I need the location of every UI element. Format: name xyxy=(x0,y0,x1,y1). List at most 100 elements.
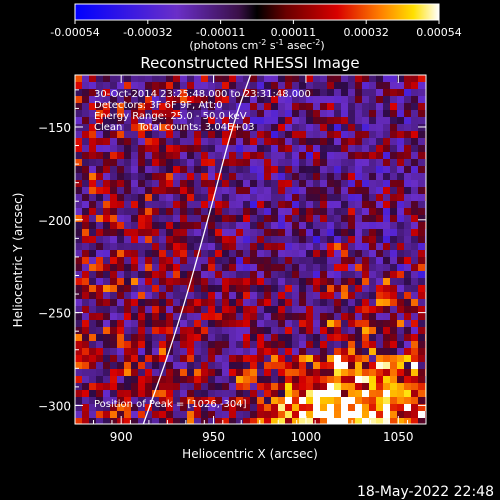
heatmap-cell xyxy=(320,103,327,110)
x-tick-label: 900 xyxy=(110,430,133,444)
heatmap-cell xyxy=(159,243,166,250)
heatmap-cell xyxy=(145,103,152,110)
heatmap-cell xyxy=(362,166,369,173)
heatmap-cell xyxy=(362,369,369,376)
heatmap-cell xyxy=(292,341,299,348)
heatmap-cell xyxy=(152,124,159,131)
heatmap-cell xyxy=(341,250,348,257)
heatmap-cell xyxy=(341,369,348,376)
heatmap-cell xyxy=(145,243,152,250)
heatmap-cell xyxy=(145,159,152,166)
heatmap-cell xyxy=(285,138,292,145)
heatmap-cell xyxy=(292,334,299,341)
heatmap-cell xyxy=(201,166,208,173)
heatmap-cell xyxy=(250,103,257,110)
heatmap-cell xyxy=(229,229,236,236)
heatmap-cell xyxy=(117,82,124,89)
heatmap-cell xyxy=(292,299,299,306)
heatmap-cell xyxy=(194,75,201,82)
heatmap-cell xyxy=(152,278,159,285)
heatmap-cell xyxy=(75,285,82,292)
heatmap-cell xyxy=(82,145,89,152)
heatmap-cell xyxy=(243,243,250,250)
heatmap-cell xyxy=(145,75,152,82)
heatmap-cell xyxy=(152,103,159,110)
heatmap-cell xyxy=(103,376,110,383)
heatmap-cell xyxy=(327,369,334,376)
heatmap-cell xyxy=(348,306,355,313)
heatmap-cell xyxy=(145,152,152,159)
heatmap-cell xyxy=(397,334,404,341)
heatmap-cell xyxy=(96,418,103,424)
heatmap-cell xyxy=(292,348,299,355)
heatmap-cell xyxy=(236,208,243,215)
heatmap-cell xyxy=(418,334,425,341)
heatmap-cell xyxy=(390,362,397,369)
heatmap-cell xyxy=(159,110,166,117)
heatmap-cell xyxy=(257,292,264,299)
heatmap-cell xyxy=(313,264,320,271)
heatmap-cell xyxy=(145,285,152,292)
heatmap-cell xyxy=(348,383,355,390)
heatmap-cell xyxy=(306,250,313,257)
heatmap-cell xyxy=(229,397,236,404)
heatmap-cell xyxy=(327,229,334,236)
heatmap-cell xyxy=(257,271,264,278)
heatmap-cell xyxy=(124,89,131,96)
heatmap-cell xyxy=(138,194,145,201)
heatmap-cell xyxy=(278,180,285,187)
heatmap-cell xyxy=(124,299,131,306)
heatmap-cell xyxy=(271,271,278,278)
heatmap-cell xyxy=(201,103,208,110)
heatmap-cell xyxy=(404,327,411,334)
heatmap-cell xyxy=(355,348,362,355)
heatmap-cell xyxy=(320,404,327,411)
heatmap-cell xyxy=(383,215,390,222)
heatmap-cell xyxy=(264,201,271,208)
heatmap-cell xyxy=(103,334,110,341)
heatmap-cell xyxy=(418,236,425,243)
heatmap-cell xyxy=(292,383,299,390)
heatmap-cell xyxy=(75,278,82,285)
heatmap-cell xyxy=(306,243,313,250)
heatmap-cell xyxy=(187,257,194,264)
heatmap-cell xyxy=(257,362,264,369)
heatmap-cell xyxy=(117,390,124,397)
heatmap-cell xyxy=(236,257,243,264)
heatmap-cell xyxy=(390,110,397,117)
heatmap-cell xyxy=(138,96,145,103)
heatmap-cell xyxy=(418,362,425,369)
heatmap-cell xyxy=(334,390,341,397)
heatmap-cell xyxy=(355,404,362,411)
heatmap-cell xyxy=(75,299,82,306)
heatmap-cell xyxy=(355,264,362,271)
heatmap-cell xyxy=(138,131,145,138)
heatmap-cell xyxy=(222,390,229,397)
heatmap-cell xyxy=(110,369,117,376)
heatmap-cell xyxy=(124,243,131,250)
heatmap-cell xyxy=(376,285,383,292)
heatmap-cell xyxy=(418,355,425,362)
heatmap-cell xyxy=(180,96,187,103)
heatmap-cell xyxy=(348,215,355,222)
heatmap-cell xyxy=(334,313,341,320)
heatmap-cell xyxy=(173,250,180,257)
heatmap-cell xyxy=(117,341,124,348)
heatmap-cell xyxy=(418,327,425,334)
heatmap-cell xyxy=(215,313,222,320)
heatmap-cell xyxy=(390,257,397,264)
heatmap-cell xyxy=(257,306,264,313)
heatmap-cell xyxy=(96,355,103,362)
heatmap-cell xyxy=(82,257,89,264)
heatmap-cell xyxy=(376,418,383,424)
heatmap-cell xyxy=(355,229,362,236)
heatmap-cell xyxy=(75,110,82,117)
heatmap-cell xyxy=(201,397,208,404)
heatmap-cell xyxy=(257,404,264,411)
heatmap-cell xyxy=(166,362,173,369)
heatmap-cell xyxy=(89,285,96,292)
heatmap-cell xyxy=(201,173,208,180)
heatmap-cell xyxy=(222,243,229,250)
heatmap-cell xyxy=(243,110,250,117)
heatmap-cell xyxy=(362,411,369,418)
